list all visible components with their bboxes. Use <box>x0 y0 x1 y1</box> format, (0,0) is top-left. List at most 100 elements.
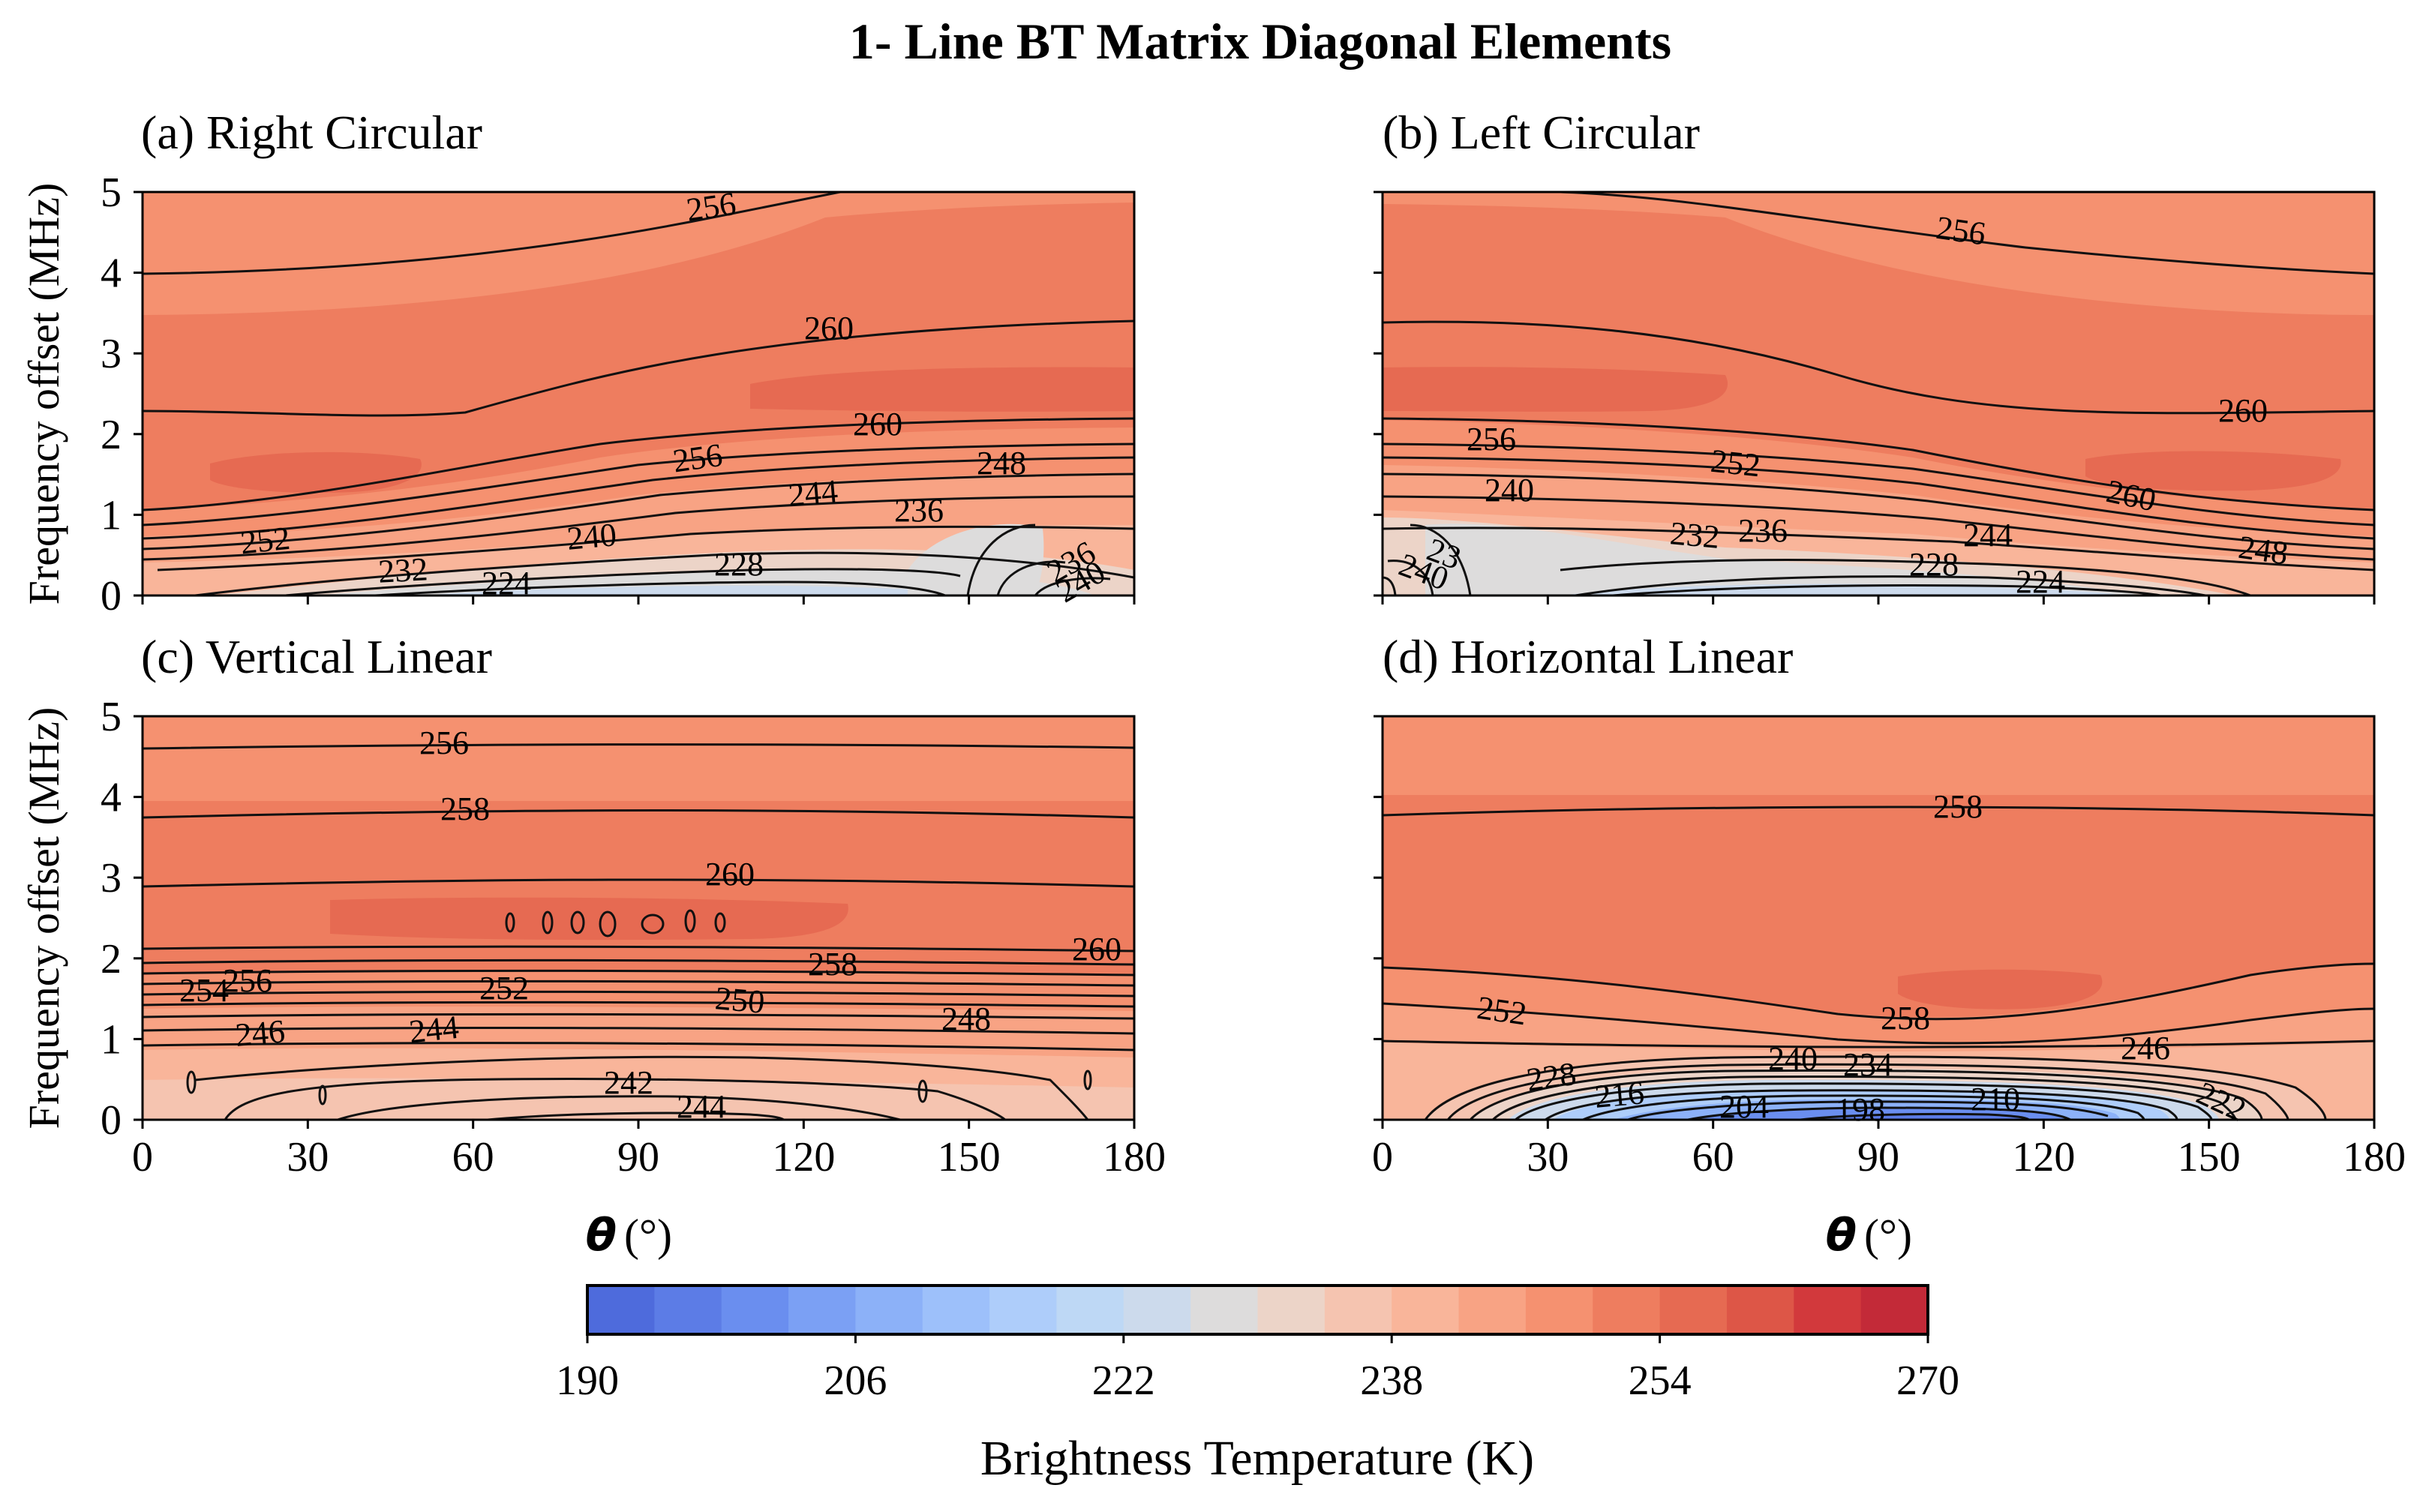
osc-c-9 <box>318 1084 327 1106</box>
blob-a-hot-2 <box>750 367 1134 412</box>
panel-b-label: (b) Left Circular <box>1383 106 1700 159</box>
ylabel-bottom: Frequency offset (MHz) <box>20 707 68 1130</box>
blob-c-hot <box>330 897 848 940</box>
clabel-a-4: 248 <box>977 445 1026 482</box>
contour-c-7 <box>143 1027 1134 1035</box>
colorbar-tick-label-206: 206 <box>824 1358 887 1404</box>
ytick-label-c-4: 4 <box>101 775 122 821</box>
contour-d-258-upper <box>1383 806 2374 817</box>
clabel-d-2: 258 <box>1881 1000 1930 1036</box>
contour-c-11 <box>337 1095 901 1120</box>
xtick-label-c-180: 180 <box>1103 1134 1166 1180</box>
xtick-label-c-0: 0 <box>132 1134 153 1180</box>
colorbar-cell-0 <box>587 1286 655 1334</box>
chart-title: 1- Line BT Matrix Diagonal Elements <box>849 13 1671 70</box>
clabel-b-9: 248 <box>2236 529 2290 572</box>
contour-d-258-lower <box>1383 962 2374 1021</box>
clabel-c-9: 248 <box>941 1000 991 1037</box>
clabel-b-3: 252 <box>1709 442 1762 484</box>
colorbar-cell-2 <box>721 1286 789 1334</box>
colorbar-tick-label-254: 254 <box>1629 1358 1692 1404</box>
contour-a-260-upper <box>143 320 1134 417</box>
contour-c-256 <box>143 743 1134 750</box>
clabel-b-11: 224 <box>2016 563 2065 600</box>
clabel-a-10: 232 <box>377 550 428 590</box>
contour-c-2 <box>143 969 1134 976</box>
osc-c-2 <box>542 910 554 934</box>
clabel-d-7: 216 <box>1593 1074 1646 1115</box>
colorbar-frame <box>586 1284 1929 1336</box>
contour-c-260-b <box>143 945 1134 952</box>
ytick-label-c-3: 3 <box>101 855 122 902</box>
colorbar-cell-4 <box>855 1286 923 1334</box>
contour-c-5 <box>143 1000 1134 1008</box>
blob-b-hot-1 <box>1383 367 1728 412</box>
ytick-label-a-1: 1 <box>101 492 122 538</box>
clabel-b-6: 232 <box>1668 514 1721 556</box>
colorbar-tick-label-190: 190 <box>556 1358 619 1404</box>
clabel-a-6: 236 <box>894 492 944 529</box>
panel-d-field <box>1383 716 2374 1120</box>
clabel-c-1: 258 <box>440 790 490 827</box>
clabel-c-3: 260 <box>1072 931 1121 968</box>
clabel-b-2: 256 <box>1467 421 1516 458</box>
xtick-label-d-90: 90 <box>1857 1134 1899 1180</box>
clabel-c-4: 258 <box>808 946 857 982</box>
contour-d-7 <box>1582 1094 2145 1120</box>
contour-a-9 <box>966 524 1036 596</box>
blob-d-hot <box>1898 969 2103 1010</box>
contour-b-11 <box>1383 576 1397 596</box>
clabel-b-8: 244 <box>1963 517 2013 554</box>
clabel-c-12: 242 <box>604 1064 653 1101</box>
panel-a: (a) Right Circular <box>141 106 1136 610</box>
contour-b-256 <box>1560 192 2374 275</box>
xtick-label-d-0: 0 <box>1372 1134 1393 1180</box>
clabel-c-6: 256 <box>223 962 272 999</box>
panel-c-contours <box>143 743 1134 1120</box>
contour-d-1 <box>1424 1055 2327 1120</box>
panel-a-field <box>143 192 1134 596</box>
band-a-224 <box>420 585 990 596</box>
clabel-a-5: 244 <box>787 472 839 514</box>
osc-c-8 <box>186 1070 197 1094</box>
contour-b-3 <box>1383 472 2374 550</box>
osc-c-7 <box>714 912 726 933</box>
blob-b-hot-2 <box>2085 451 2341 491</box>
ytick-label-a-4: 4 <box>101 250 122 297</box>
contour-d-5 <box>1515 1082 2213 1120</box>
panel-c-field <box>143 716 1134 1120</box>
osc-c-11 <box>1083 1070 1092 1090</box>
colorbar-cell-11 <box>1324 1286 1392 1334</box>
ylabel-top: Frequency offset (MHz) <box>20 183 68 605</box>
panel-d-label: (d) Horizontal Linear <box>1383 630 1793 683</box>
contour-d-6 <box>1545 1089 2178 1120</box>
panel-a-contours <box>143 192 1134 596</box>
xtick-label-c-120: 120 <box>772 1134 835 1180</box>
xtick-label-d-30: 30 <box>1527 1134 1569 1180</box>
contour-a-4 <box>143 495 1134 561</box>
clabel-a-7: 252 <box>239 520 292 562</box>
ytick-label-c-2: 2 <box>101 936 122 982</box>
ytick-label-c-0: 0 <box>101 1097 122 1144</box>
clabel-a-9: 228 <box>714 546 764 583</box>
osc-c-3 <box>570 910 585 934</box>
contour-d-2 <box>1446 1063 2289 1120</box>
clabel-c-11: 244 <box>407 1009 461 1051</box>
contour-a-11 <box>1034 577 1111 596</box>
contour-d-4 <box>1491 1076 2237 1120</box>
clabel-c-5: 254 <box>179 972 229 1009</box>
colorbar-cell-7 <box>1056 1286 1124 1334</box>
clabel-d-1: 252 <box>1475 989 1529 1033</box>
osc-c-4 <box>599 910 617 938</box>
contour-c-1 <box>143 958 1134 966</box>
contour-a-6 <box>194 551 1134 596</box>
colorbar-cell-14 <box>1525 1286 1593 1334</box>
panel-a-contour-labels: 256 260 260 256 248 244 236 252 240 228 … <box>239 185 1111 610</box>
clabel-b-0: 256 <box>1934 209 1988 253</box>
clabel-c-10: 246 <box>234 1012 287 1054</box>
xtick-label-c-150: 150 <box>938 1134 1001 1180</box>
contour-c-3 <box>143 980 1134 987</box>
panel-c-contour-labels: 256 258 260 260 258 254 256 252 250 248 … <box>179 724 1121 1125</box>
ytick-label-a-5: 5 <box>101 170 122 216</box>
